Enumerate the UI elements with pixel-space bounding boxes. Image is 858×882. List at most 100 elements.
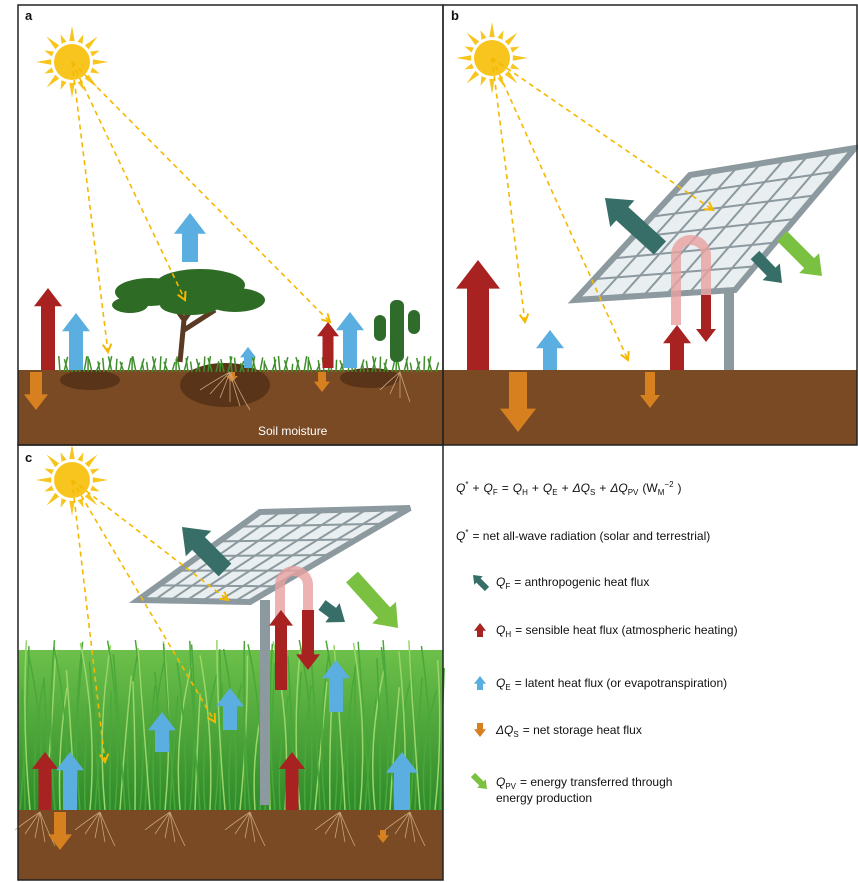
- legend-text: = latent heat flux (or evapotranspiratio…: [515, 676, 727, 690]
- legend-symbol: Q: [496, 775, 505, 789]
- sun-ray: [36, 59, 51, 64]
- sun-ray: [510, 47, 520, 53]
- sun-ray: [47, 493, 60, 506]
- legend-item: QH = sensible heat flux (atmospheric heat…: [496, 623, 738, 639]
- legend: Q*+QF=QH+QE+ΔQS+ΔQPV(WM−2)Q*= net all-wa…: [456, 480, 738, 805]
- ray-head: [621, 351, 629, 360]
- legend-item-continued: energy production: [496, 791, 592, 805]
- legend-subscript: S: [513, 730, 518, 739]
- legend-item: QPV = energy transferred through: [496, 775, 672, 791]
- grass: [304, 356, 307, 372]
- sun-ray: [69, 26, 74, 41]
- sun-ray: [61, 34, 67, 44]
- cactus: [390, 300, 404, 362]
- grass: [103, 358, 104, 372]
- equation-subscript: H: [522, 488, 528, 497]
- panel-label: b: [451, 8, 459, 23]
- equation-term: +: [532, 481, 539, 495]
- legend-item: QF= anthropogenic heat flux: [496, 575, 649, 591]
- equation-term: ΔQ: [609, 481, 627, 495]
- sun-ray: [77, 498, 83, 508]
- equation-term: +: [599, 481, 606, 495]
- flux-arrow: [696, 295, 716, 342]
- equation-term: Q: [513, 481, 522, 495]
- sun-ray: [85, 455, 98, 468]
- flux-arrow: [536, 330, 564, 370]
- flux-arrow: [474, 676, 486, 690]
- grass: [186, 358, 188, 372]
- panel-grid: [158, 585, 276, 586]
- grass: [260, 357, 263, 372]
- legend-text: = sensible heat flux (atmospheric heatin…: [515, 623, 737, 637]
- sun-ray: [489, 22, 494, 37]
- legend-subscript: H: [505, 630, 511, 639]
- sun-ray: [44, 469, 54, 475]
- equation-subscript: PV: [628, 488, 639, 497]
- sun-ray: [510, 63, 520, 69]
- legend-symbol: Q: [496, 676, 505, 690]
- sun-ray: [69, 501, 74, 516]
- sun-ray-path: [492, 58, 713, 210]
- sun-ray: [497, 30, 503, 40]
- sun-ray: [77, 34, 83, 44]
- sun-ray: [61, 80, 67, 90]
- legend-subscript: E: [505, 683, 510, 692]
- sun-ray: [61, 452, 67, 462]
- equation-term: Q: [456, 481, 465, 495]
- sun-ray: [505, 33, 518, 46]
- soil: [18, 810, 443, 880]
- grass: [292, 364, 293, 372]
- grass: [204, 356, 205, 372]
- legend-symbol: Q: [496, 623, 505, 637]
- equation-subscript: S: [590, 488, 595, 497]
- flux-arrow: [474, 623, 486, 637]
- sun-ray: [90, 485, 100, 491]
- grass: [278, 356, 280, 372]
- grass: [128, 358, 131, 372]
- legend-text: = energy transferred through: [520, 775, 672, 789]
- legend-symbol: Q: [496, 575, 505, 589]
- equation-subscript: E: [552, 488, 557, 497]
- sun-ray: [93, 59, 108, 64]
- sun-ray: [36, 477, 51, 482]
- equation-term: +: [562, 481, 569, 495]
- flux-arrow: [456, 260, 500, 370]
- legend-text: = anthropogenic heat flux: [514, 575, 649, 589]
- sun-ray: [69, 83, 74, 98]
- legend-symbol: ΔQ: [495, 723, 513, 737]
- grass: [84, 356, 87, 372]
- scene: [15, 22, 857, 880]
- sun-ray: [47, 37, 60, 50]
- sun-ray: [47, 75, 60, 88]
- sun-ray: [489, 79, 494, 94]
- equation-superscript: *: [465, 480, 468, 489]
- panel-label: c: [25, 450, 32, 465]
- equation-term: =: [502, 481, 509, 495]
- sun-ray: [77, 452, 83, 462]
- flux-arrow: [473, 575, 489, 591]
- sun-ray: [481, 76, 487, 86]
- flux-arrow: [663, 325, 691, 370]
- tree-canopy: [112, 297, 148, 313]
- grass: [160, 356, 161, 372]
- sun-ray: [90, 469, 100, 475]
- sun-ray: [505, 71, 518, 84]
- flux-arrow: [777, 231, 822, 276]
- legend-text: = net storage heat flux: [523, 723, 642, 737]
- sun-ray: [481, 30, 487, 40]
- tree-canopy: [160, 295, 220, 315]
- equation-subscript: F: [493, 488, 498, 497]
- sun-ray: [464, 63, 474, 69]
- pole: [260, 600, 270, 805]
- sun-ray: [44, 485, 54, 491]
- grass: [380, 357, 381, 372]
- legend-item: QE = latent heat flux (or evapotranspirat…: [496, 676, 727, 692]
- flux-arrow: [317, 322, 339, 368]
- sun-ray: [467, 71, 480, 84]
- flux-arrow: [318, 600, 345, 622]
- panel-label: a: [25, 8, 33, 23]
- equation-term: +: [472, 481, 479, 495]
- legend-item: Q*= net all-wave radiation (solar and te…: [456, 528, 710, 543]
- sun-ray: [61, 498, 67, 508]
- legend-subscript: PV: [505, 782, 516, 791]
